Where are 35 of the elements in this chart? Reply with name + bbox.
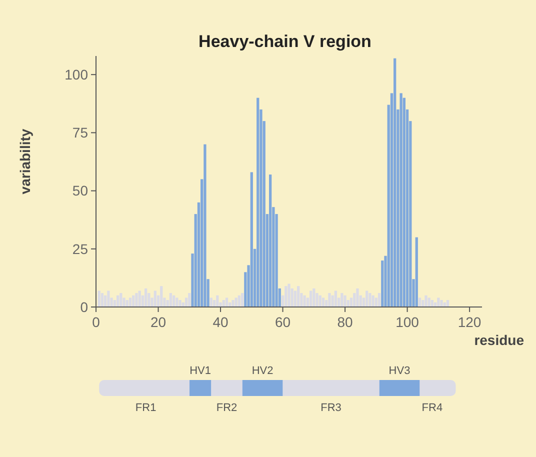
y-tick-label: 0 bbox=[80, 298, 88, 315]
bar bbox=[378, 293, 381, 307]
bar bbox=[98, 290, 100, 307]
bar bbox=[210, 298, 212, 307]
text: HV1 bbox=[190, 365, 211, 377]
y-tick-label: 50 bbox=[72, 182, 88, 199]
x-tick-label: 80 bbox=[337, 314, 354, 330]
bar bbox=[256, 98, 260, 307]
y-tick-label: 75 bbox=[72, 124, 88, 141]
text: FR4 bbox=[422, 402, 443, 414]
bar bbox=[400, 93, 402, 307]
chart-title: Heavy-chain V region bbox=[198, 32, 372, 51]
text: HV3 bbox=[388, 365, 410, 377]
text: HV2 bbox=[252, 365, 274, 377]
bar bbox=[188, 293, 191, 307]
y-tick-label: 100 bbox=[64, 66, 88, 82]
bar bbox=[204, 144, 206, 307]
x-tick-label: 0 bbox=[92, 314, 100, 330]
y-axis-title: variability bbox=[17, 128, 33, 194]
text: FR1 bbox=[135, 402, 156, 414]
text: FR3 bbox=[320, 402, 342, 414]
bar bbox=[415, 237, 418, 307]
bar bbox=[269, 174, 272, 307]
bar bbox=[240, 293, 244, 307]
bar bbox=[250, 172, 253, 307]
x-tick-label: 40 bbox=[212, 314, 229, 330]
x-tick-label: 60 bbox=[274, 314, 291, 330]
text: FR2 bbox=[216, 402, 238, 414]
x-axis-title: residue bbox=[474, 332, 524, 348]
x-tick-label: 20 bbox=[150, 314, 166, 330]
bar bbox=[394, 58, 396, 307]
x-tick-label: 120 bbox=[458, 314, 482, 330]
bar bbox=[418, 298, 422, 307]
y-tick-label: 25 bbox=[72, 240, 88, 257]
x-tick-label: 100 bbox=[396, 314, 420, 330]
